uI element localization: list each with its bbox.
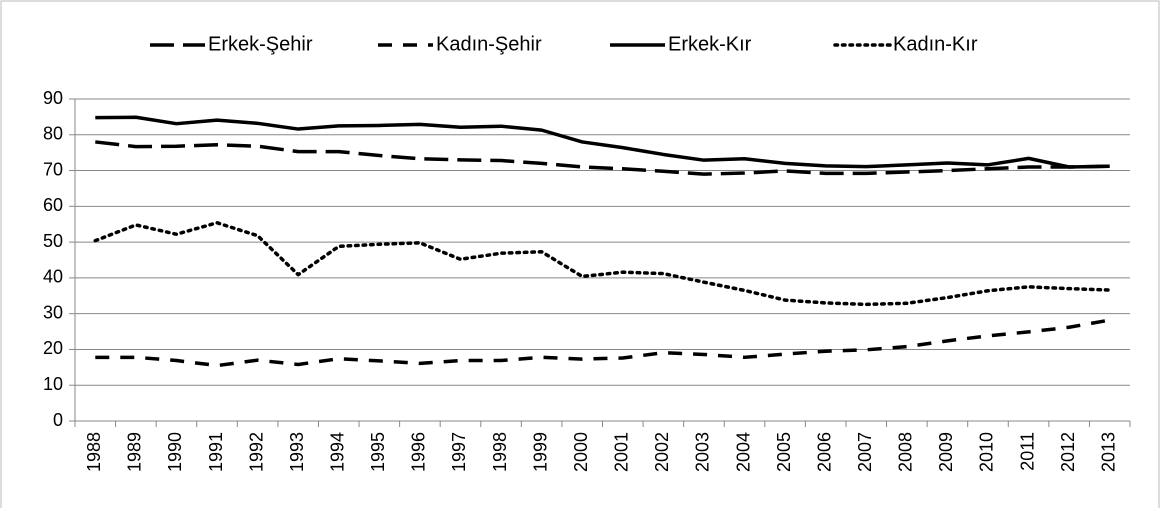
x-tick-label: 2004 [733,432,753,472]
y-tick-label: 60 [43,195,63,215]
y-tick-label: 50 [43,231,63,251]
x-tick-label: 1996 [409,432,429,472]
x-tick-label: 2011 [1017,432,1037,471]
x-tick-label: 2009 [936,432,956,472]
x-tick-label: 2005 [774,432,794,472]
x-tick-label: 1994 [328,432,348,472]
y-tick-label: 0 [53,410,63,430]
y-tick-label: 90 [43,88,63,108]
x-tick-label: 1990 [165,432,185,472]
series-line [93,221,1112,307]
x-tick-label: 1989 [125,432,145,472]
legend-label: Erkek-Şehir [208,33,313,55]
x-tick-label: 2012 [1058,432,1078,472]
legend-label: Erkek-Kır [668,33,752,55]
x-tick-label: 2000 [571,432,591,472]
x-tick-label: 2007 [855,432,875,472]
x-tick-label: 2002 [652,432,672,472]
x-tick-label: 2008 [896,432,916,472]
x-tick-label: 1991 [206,432,226,472]
x-tick-label: 1993 [287,432,307,472]
x-tick-label: 2013 [1098,432,1118,472]
x-tick-label: 2001 [612,432,632,472]
y-tick-label: 30 [43,302,63,322]
legend: Erkek-Şehir Kadın-Şehir Erkek-Kır Kadın-Kır [150,33,978,55]
x-tick-label: 1988 [84,432,104,472]
series-line [95,140,1110,176]
x-tick-label: 2006 [814,432,834,472]
x-tick-label: 1997 [449,432,469,472]
legend-label: Kadın-Kır [893,33,978,55]
x-tick-label: 2003 [693,432,713,472]
series-line [95,318,1111,368]
x-tick-label: 2010 [977,432,997,472]
legend-label: Kadın-Şehir [436,33,542,55]
x-tick-label: 1998 [490,432,510,472]
x-tick-label: 1992 [246,432,266,472]
y-tick-label: 10 [43,374,63,394]
x-tick-label: 1999 [530,432,550,472]
y-tick-label: 40 [43,267,63,287]
x-tick-label: 1995 [368,432,388,472]
series-line [95,115,1110,169]
y-tick-label: 80 [43,124,63,144]
y-tick-label: 20 [43,338,63,358]
y-tick-label: 70 [43,159,63,179]
